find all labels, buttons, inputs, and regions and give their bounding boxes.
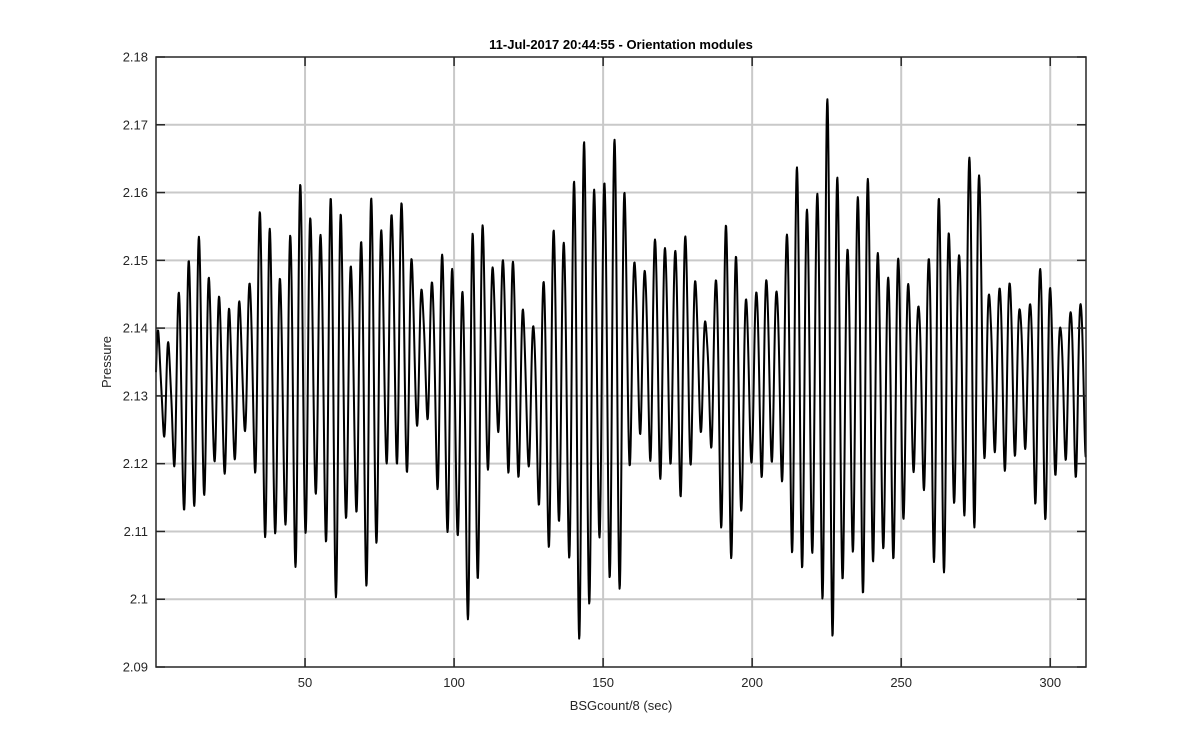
x-tick-label: 100 xyxy=(443,675,465,690)
y-axis-label: Pressure xyxy=(99,336,114,388)
y-tick-label: 2.14 xyxy=(123,321,148,336)
x-tick-label: 300 xyxy=(1039,675,1061,690)
x-tick-labels: 50 100 150 200 250 300 xyxy=(298,675,1061,690)
pressure-trace xyxy=(155,98,1087,640)
y-tick-label: 2.13 xyxy=(123,388,148,403)
y-tick-label: 2.09 xyxy=(123,660,148,675)
x-axis-label: BSGcount/8 (sec) xyxy=(570,698,673,713)
x-tick-label: 250 xyxy=(890,675,912,690)
axes-box xyxy=(155,56,1087,668)
y-tick-label: 2.11 xyxy=(124,524,148,539)
y-tick-label: 2.18 xyxy=(123,50,148,65)
y-tick-labels: 2.09 2.1 2.11 2.12 2.13 2.14 2.15 2.16 2.17 2.18 xyxy=(123,50,148,675)
y-tick-label: 2.16 xyxy=(123,185,148,200)
y-tick-label: 2.15 xyxy=(123,253,148,268)
x-tick-label: 50 xyxy=(298,675,312,690)
y-tick-label: 2.17 xyxy=(123,117,148,132)
y-tick-label: 2.12 xyxy=(123,456,148,471)
y-tick-label: 2.1 xyxy=(130,592,148,607)
x-tick-label: 200 xyxy=(741,675,763,690)
x-tick-label: 150 xyxy=(592,675,614,690)
ticks xyxy=(156,56,1086,668)
chart-title: 11-Jul-2017 20:44:55 - Orientation modul… xyxy=(489,37,753,52)
